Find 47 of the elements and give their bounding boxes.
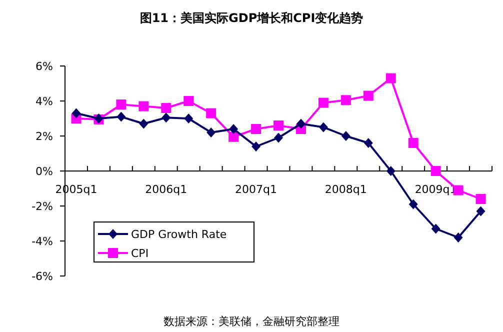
point [138,101,149,112]
point [252,142,261,152]
point [116,112,126,122]
y-tick-label: -2% [32,200,53,213]
point [228,132,239,142]
point [251,124,262,134]
point [408,138,418,148]
point [386,73,396,84]
point [206,108,216,118]
legend-label: CPI [131,247,149,260]
y-tick-label: 2% [36,130,53,143]
point [206,128,216,138]
point [72,108,81,118]
point [386,166,396,176]
point [408,199,418,210]
point [116,100,126,110]
point [341,131,350,141]
y-tick-label: -4% [32,235,53,248]
point [318,122,328,132]
y-tick-label: 0% [36,165,53,178]
y-tick-label: -6% [32,270,53,283]
point [274,132,283,143]
point [431,224,440,234]
point [161,103,172,113]
point [476,194,486,204]
point [318,98,328,108]
point [139,118,148,129]
point [363,90,374,101]
point [184,114,194,124]
point [340,95,351,106]
y-tick-label: 4% [36,95,53,108]
source-note: 数据来源：美联储，金融研究部整理 [164,315,340,328]
point [229,124,238,134]
point [274,120,284,130]
y-tick-label: 6% [36,60,53,73]
point [430,166,441,176]
point [454,232,463,242]
point [364,138,373,148]
x-tick-label: 2007q1 [235,183,278,196]
point [296,118,306,129]
x-tick-label: 2008q1 [324,183,367,196]
point [476,206,486,216]
point [184,96,194,106]
legend-label: GDP Growth Rate [131,228,227,241]
x-tick-label: 2006q1 [145,183,188,196]
chart-title: 图11：美国实际GDP增长和CPI变化趋势 [140,11,364,25]
point [162,112,171,123]
